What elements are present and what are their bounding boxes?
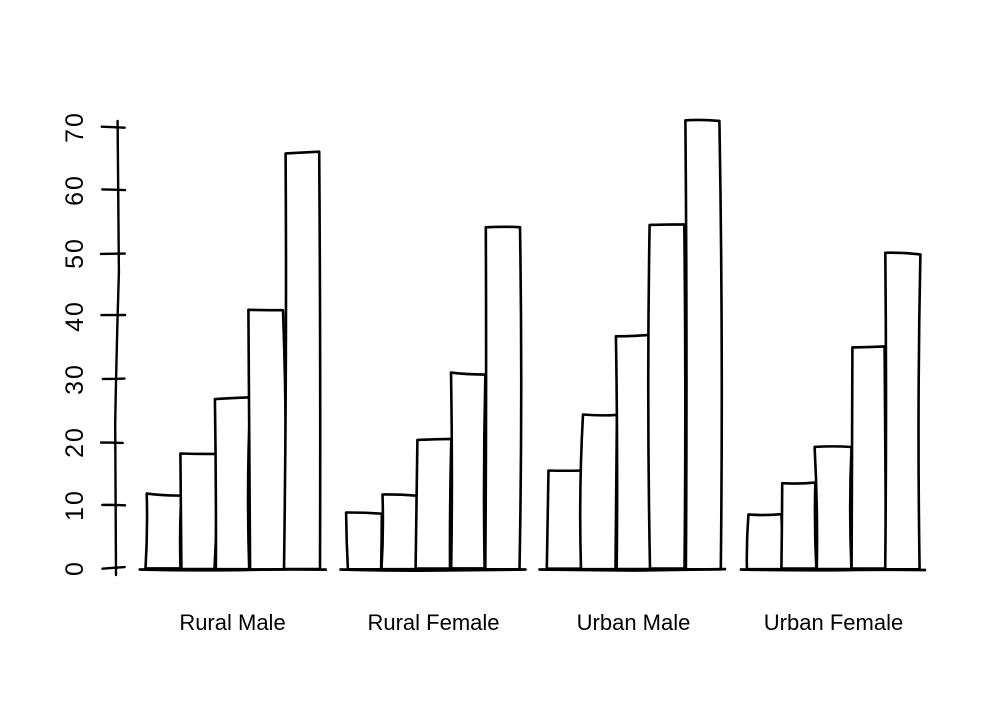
bar [247, 308, 288, 571]
bar [144, 492, 183, 570]
group-label: Rural Male [179, 610, 285, 635]
y-tick-label: 50 [61, 237, 89, 269]
bar [545, 469, 585, 570]
bar [414, 437, 453, 570]
y-tick-label: 20 [61, 426, 89, 458]
bar [282, 150, 322, 571]
y-tick-label: 70 [61, 111, 89, 143]
y-axis-tick [101, 565, 126, 570]
y-tick-label: 0 [61, 560, 89, 576]
group-baseline [538, 567, 727, 572]
bar [646, 223, 687, 570]
group-label: Urban Female [764, 610, 903, 635]
bar [344, 511, 384, 571]
bar [380, 493, 419, 571]
bar [213, 396, 252, 571]
bar [813, 445, 853, 571]
bar [449, 371, 487, 570]
y-axis-tick [101, 188, 127, 192]
group-baseline [739, 568, 927, 572]
group-label: Urban Male [577, 610, 691, 635]
bar [684, 118, 724, 571]
bar [745, 512, 784, 571]
bar [578, 413, 619, 571]
y-tick-label: 10 [61, 489, 89, 521]
group-baseline [138, 567, 328, 572]
y-tick-label: 30 [61, 363, 89, 395]
bar [883, 251, 922, 571]
group-label: Rural Female [367, 610, 499, 635]
bar [179, 452, 218, 571]
y-tick-label: 60 [61, 174, 89, 206]
y-tick-label: 40 [61, 300, 89, 332]
y-axis-tick [100, 125, 126, 129]
bar [484, 225, 523, 571]
bar [780, 481, 818, 570]
group-baseline [339, 568, 527, 572]
bar [850, 345, 888, 570]
y-axis-line [113, 119, 121, 577]
